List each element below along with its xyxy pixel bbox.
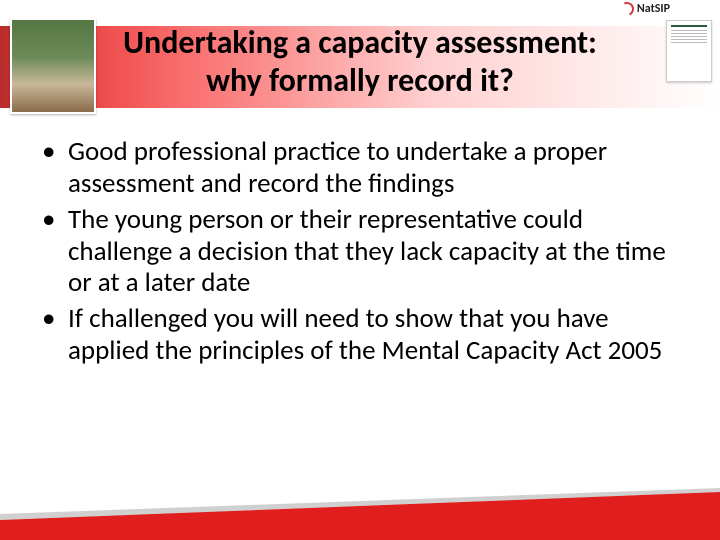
slide-body: Good professional practice to undertake … — [38, 136, 682, 371]
natsip-logo: NatSIP — [620, 2, 670, 16]
bullet-item: If challenged you will need to show that… — [38, 303, 682, 367]
bullet-list: Good professional practice to undertake … — [38, 136, 682, 367]
logo-text: NatSIP — [637, 2, 670, 16]
footer-wedge — [0, 470, 720, 540]
document-thumbnail — [666, 20, 712, 82]
bullet-item: Good professional practice to undertake … — [38, 136, 682, 200]
title-line-1: Undertaking a capacity assessment: — [123, 23, 597, 62]
logo-swirl-icon — [618, 0, 636, 18]
title-line-2: why formally record it? — [206, 61, 514, 100]
bullet-item: The young person or their representative… — [38, 204, 682, 300]
slide-title: Undertaking a capacity assessment: why f… — [60, 24, 660, 100]
slide: NatSIP Undertaking a capacity assessment… — [0, 0, 720, 540]
